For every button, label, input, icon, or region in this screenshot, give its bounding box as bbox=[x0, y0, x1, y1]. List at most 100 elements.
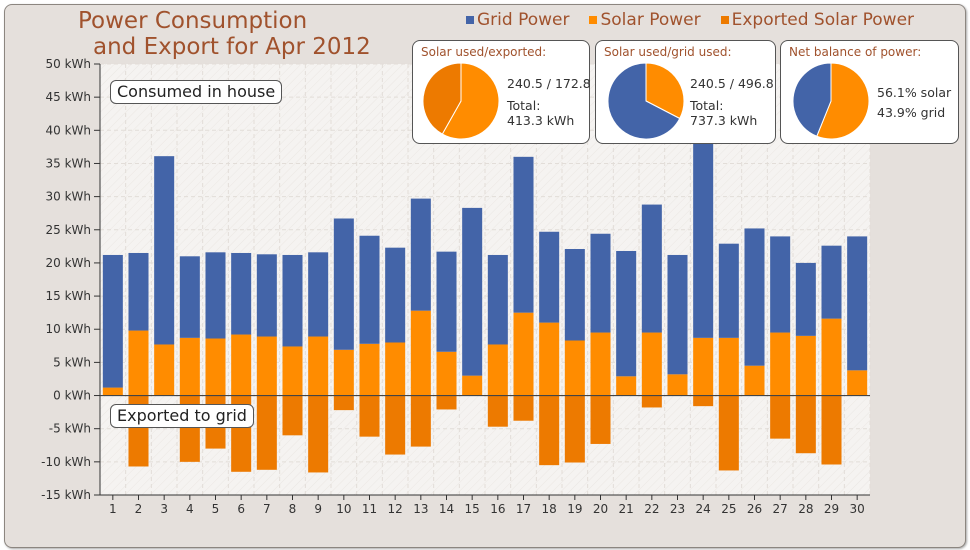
pie-slice-grid bbox=[792, 62, 832, 137]
bar-exported bbox=[385, 395, 406, 455]
x-tick-label: 10 bbox=[336, 502, 351, 516]
x-tick-label: 8 bbox=[289, 502, 297, 516]
bar-grid bbox=[205, 252, 226, 339]
bar-solar bbox=[744, 365, 765, 396]
inset-pie-solar-used-exported: Solar used/exported: 240.5 / 172.8 Total… bbox=[412, 40, 591, 144]
bar-grid bbox=[590, 233, 611, 333]
inset-pie-net-balance: Net balance of power: 56.1% solar 43.9% … bbox=[780, 40, 959, 144]
bar-exported bbox=[308, 395, 329, 473]
pie-slice-solar-used bbox=[441, 62, 500, 140]
legend-item-exported[interactable]: Exported Solar Power bbox=[720, 10, 914, 30]
bar-solar bbox=[128, 330, 149, 396]
x-tick-label: 26 bbox=[747, 502, 762, 516]
bar-solar bbox=[718, 337, 739, 396]
bar-exported bbox=[641, 395, 662, 408]
y-tick-label: 50 kWh bbox=[45, 57, 91, 71]
bar-grid bbox=[847, 236, 868, 371]
inset-solar-percent: 56.1% solar bbox=[877, 85, 952, 100]
x-tick-label: 30 bbox=[850, 502, 865, 516]
annotation-consumed: Consumed in house bbox=[110, 80, 283, 104]
x-tick-label: 22 bbox=[644, 502, 659, 516]
bar-exported bbox=[539, 395, 560, 466]
bar-solar bbox=[770, 332, 791, 396]
bar-grid bbox=[102, 254, 123, 388]
bar-exported bbox=[282, 395, 303, 436]
inset-ratio: 240.5 / 496.8 bbox=[690, 76, 774, 91]
bar-solar bbox=[821, 318, 842, 396]
bar-solar bbox=[693, 337, 714, 396]
bar-solar bbox=[231, 334, 252, 396]
bar-grid bbox=[744, 228, 765, 366]
bar-solar bbox=[564, 340, 585, 396]
legend-label-solar: Solar Power bbox=[600, 10, 701, 30]
bar-grid bbox=[333, 218, 354, 350]
bar-solar bbox=[102, 387, 123, 396]
chart-title-line-2: and Export for Apr 2012 bbox=[93, 34, 371, 60]
y-tick-label: 30 kWh bbox=[45, 190, 91, 204]
bar-grid bbox=[359, 235, 380, 344]
bar-grid bbox=[539, 231, 560, 323]
bar-solar bbox=[847, 370, 868, 396]
bar-grid bbox=[282, 254, 303, 347]
bar-exported bbox=[795, 395, 816, 454]
bar-grid bbox=[641, 204, 662, 333]
inset-ratio: 240.5 / 172.8 bbox=[507, 76, 591, 91]
bar-exported bbox=[487, 395, 508, 427]
y-tick-label: 25 kWh bbox=[45, 223, 91, 237]
bar-grid bbox=[154, 156, 175, 345]
bar-grid bbox=[667, 254, 688, 375]
y-tick-label: 0 kWh bbox=[53, 389, 91, 403]
bar-grid bbox=[410, 198, 431, 311]
bar-exported bbox=[821, 395, 842, 465]
bar-solar bbox=[513, 312, 534, 396]
bar-grid bbox=[513, 156, 534, 313]
y-tick-label: 20 kWh bbox=[45, 256, 91, 270]
pie-chart bbox=[792, 62, 870, 140]
inset-total-label: Total: bbox=[507, 98, 541, 113]
legend-item-solar[interactable]: Solar Power bbox=[589, 10, 701, 30]
x-tick-label: 9 bbox=[314, 502, 322, 516]
bar-solar bbox=[641, 332, 662, 396]
x-tick-label: 12 bbox=[388, 502, 403, 516]
bar-exported bbox=[359, 395, 380, 437]
x-tick-label: 17 bbox=[516, 502, 531, 516]
bar-solar bbox=[333, 349, 354, 396]
bar-exported bbox=[513, 395, 534, 421]
pie-slice-solar-used bbox=[645, 62, 685, 120]
bar-exported bbox=[410, 395, 431, 447]
bar-exported bbox=[590, 395, 611, 444]
legend: Grid Power Solar Power Exported Solar Po… bbox=[466, 10, 914, 30]
y-tick-label: -10 kWh bbox=[41, 455, 91, 469]
x-tick-label: 28 bbox=[798, 502, 813, 516]
pie-chart bbox=[607, 62, 685, 140]
x-tick-label: 1 bbox=[109, 502, 117, 516]
bars bbox=[102, 139, 868, 473]
y-tick-label: 5 kWh bbox=[53, 355, 91, 369]
inset-total-value: 737.3 kWh bbox=[690, 113, 758, 128]
legend-item-grid[interactable]: Grid Power bbox=[466, 10, 569, 30]
bar-solar bbox=[282, 346, 303, 396]
bar-grid bbox=[693, 139, 714, 338]
bar-solar bbox=[385, 342, 406, 396]
bar-solar bbox=[179, 337, 200, 396]
x-tick-label: 24 bbox=[696, 502, 711, 516]
inset-title: Solar used/grid used: bbox=[604, 45, 732, 59]
bar-solar bbox=[590, 332, 611, 396]
bar-grid bbox=[308, 252, 329, 337]
bar-solar bbox=[436, 351, 457, 396]
pie-slice-grid-used bbox=[607, 62, 681, 140]
bar-solar bbox=[308, 336, 329, 396]
bar-grid bbox=[770, 236, 791, 333]
inset-total-value: 413.3 kWh bbox=[507, 113, 575, 128]
x-tick-label: 23 bbox=[670, 502, 685, 516]
bar-exported bbox=[770, 395, 791, 439]
bar-solar bbox=[154, 344, 175, 396]
bar-exported bbox=[564, 395, 585, 463]
bar-solar bbox=[539, 322, 560, 396]
legend-swatch-solar bbox=[589, 16, 598, 24]
inset-title: Net balance of power: bbox=[789, 45, 922, 59]
x-tick-label: 11 bbox=[362, 502, 377, 516]
y-tick-label: 35 kWh bbox=[45, 156, 91, 170]
bar-grid bbox=[821, 245, 842, 319]
inset-total-label: Total: bbox=[690, 98, 724, 113]
